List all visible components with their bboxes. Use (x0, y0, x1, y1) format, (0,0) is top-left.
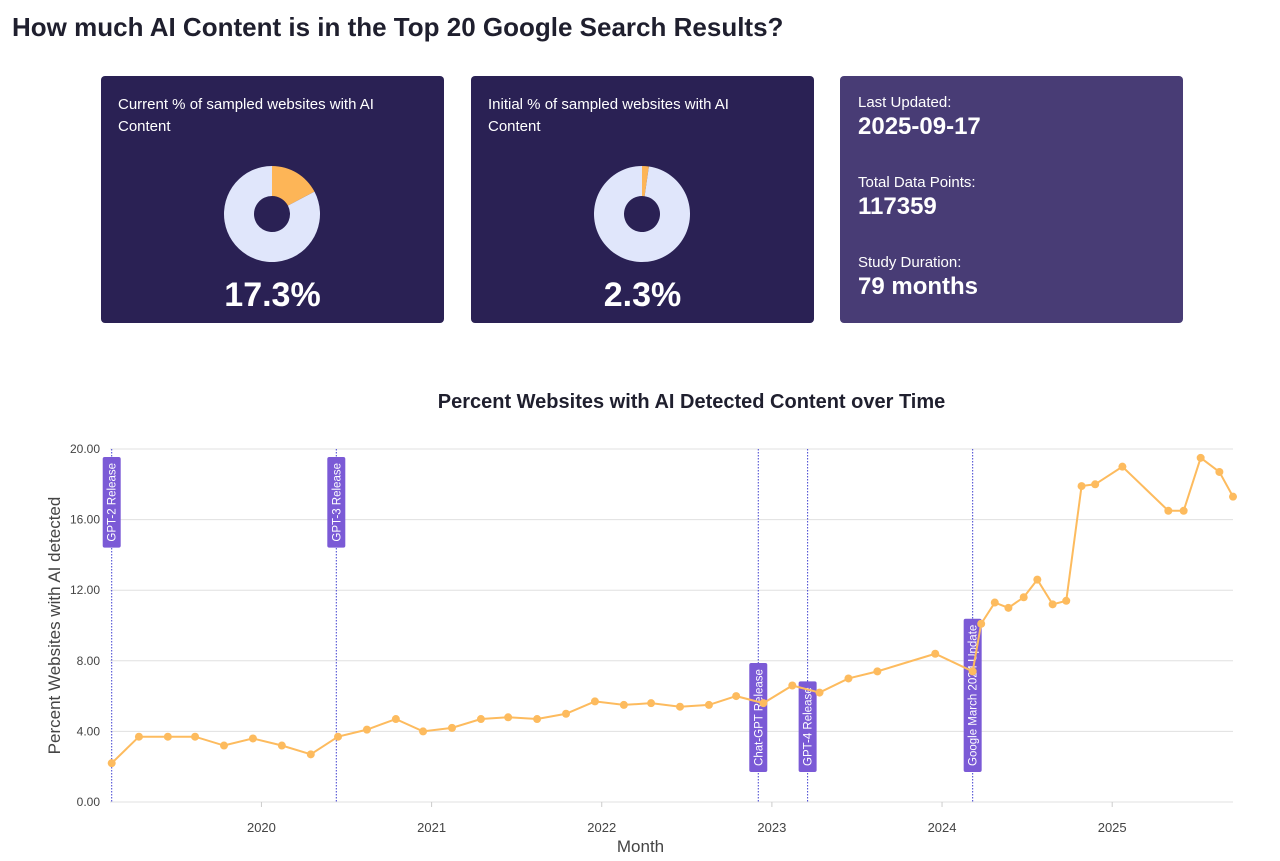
point (590, 697, 599, 706)
y-tick-label: 0.00 (77, 795, 101, 809)
point (248, 734, 257, 743)
point (1164, 506, 1173, 515)
point (844, 674, 853, 683)
x-axis-label: Month (617, 837, 664, 856)
point (619, 700, 628, 709)
x-tick-label: 2020 (247, 820, 276, 835)
pie-slice (224, 166, 320, 262)
point (476, 715, 485, 724)
value-label: 17.3% (224, 276, 321, 314)
annotation-label: GPT-2 Release (107, 463, 119, 542)
stat-label: Study Duration: (858, 254, 962, 271)
point (1048, 600, 1057, 609)
point (533, 715, 542, 724)
point (107, 759, 116, 768)
stat-value: 79 months (858, 273, 979, 300)
stat-value: 117359 (858, 193, 937, 220)
donut (594, 166, 690, 262)
point (990, 598, 999, 607)
point (163, 732, 172, 741)
stats-card: Last Updated: 2025-09-17 Total Data Points… (840, 76, 1183, 323)
stat-value: 2025-09-17 (858, 113, 981, 140)
stat-label: Last Updated: (858, 94, 952, 111)
point (1196, 453, 1205, 462)
point (220, 741, 229, 750)
point (732, 692, 741, 701)
pie-card: Current % of sampled websites with AI Co… (101, 76, 444, 323)
point (815, 688, 824, 697)
card-title: Current % of sampled websites with AI Co… (118, 96, 374, 135)
annotation: Chat-GPT Release (749, 663, 768, 772)
line-chart: Percent Websites with AI Detected Conten… (45, 391, 1237, 856)
point (1062, 596, 1071, 605)
x-tick-label: 2025 (1098, 820, 1127, 835)
point (334, 732, 343, 741)
point (504, 713, 513, 722)
y-tick-label: 8.00 (77, 654, 101, 668)
point (191, 732, 200, 741)
point (759, 699, 768, 708)
annotation: GPT-4 Release (798, 681, 817, 772)
point (788, 681, 797, 690)
point (306, 750, 315, 759)
point (676, 702, 685, 711)
y-tick-label: 20.00 (70, 442, 100, 456)
point (1004, 603, 1013, 612)
point (1229, 492, 1237, 501)
annotation-label: GPT-4 Release (803, 687, 815, 766)
point (977, 619, 986, 628)
point (277, 741, 286, 750)
point (1019, 593, 1028, 602)
x-tick-label: 2022 (587, 820, 616, 835)
point (1033, 575, 1042, 584)
x-tick-label: 2024 (928, 820, 957, 835)
point (1179, 506, 1188, 515)
stat-label: Total Data Points: (858, 174, 976, 191)
annotation-box (102, 457, 121, 548)
donut (224, 166, 320, 262)
point (968, 667, 977, 676)
annotation-box (327, 457, 346, 548)
annotation-label: GPT-3 Release (331, 463, 343, 542)
point (1091, 480, 1100, 489)
annotation-label: Chat-GPT Release (753, 669, 765, 766)
y-tick-label: 12.00 (70, 583, 100, 597)
point (1077, 482, 1086, 491)
chart-title: Percent Websites with AI Detected Conten… (438, 391, 946, 413)
point (873, 667, 882, 676)
point (419, 727, 428, 736)
annotation-box (749, 663, 768, 772)
page-title: How much AI Content is in the Top 20 Goo… (12, 12, 784, 42)
point (362, 725, 371, 734)
line (111, 456, 1234, 764)
point (448, 723, 457, 732)
y-axis-label: Percent Websites with AI detected (45, 497, 64, 755)
point (134, 732, 143, 741)
annotation-box (798, 681, 817, 772)
pie-card: Initial % of sampled websites with AI Co… (471, 76, 814, 323)
pie-slice (642, 166, 649, 197)
value-label: 2.3% (603, 276, 682, 314)
x-tick-label: 2021 (417, 820, 446, 835)
annotation-label: Google March 2024 Update (968, 625, 980, 766)
y-tick-label: 16.00 (70, 513, 100, 527)
card-title: Initial % of sampled websites with AI Co… (488, 96, 729, 135)
point (647, 699, 656, 708)
point (704, 700, 713, 709)
pie-slice (272, 166, 315, 206)
annotation-box (963, 618, 982, 772)
x-tick-label: 2023 (757, 820, 786, 835)
point (391, 715, 400, 724)
annotation: GPT-3 Release (327, 457, 346, 548)
annotation: GPT-2 Release (102, 457, 121, 548)
y-tick-label: 4.00 (77, 724, 101, 738)
annotation: Google March 2024 Update (963, 618, 982, 772)
point (931, 649, 940, 658)
point (1118, 462, 1127, 471)
point (1215, 467, 1224, 476)
pie-slice (594, 166, 690, 262)
point (562, 709, 571, 718)
